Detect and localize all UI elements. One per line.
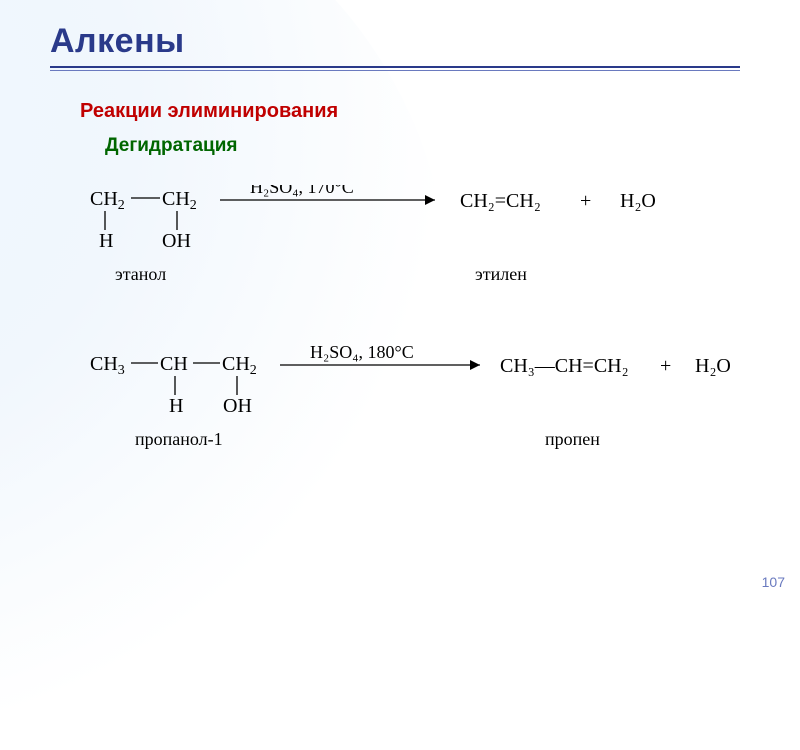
underline-thin	[50, 70, 740, 71]
subtitle: Реакции элиминирования	[80, 100, 338, 123]
reaction-2: CH3 CH CH2 H OH H₂SO₄, 180°C CH₃—CH=CH₂ …	[80, 340, 780, 466]
r1-reagent-label: этанол	[115, 264, 166, 284]
reaction-1: CH2 CH2 H OH H₂SO₄, 170°C CH₂=CH₂ + H₂O …	[80, 185, 720, 301]
r2-product-label: пропен	[545, 429, 600, 449]
r1-arrow-head	[425, 195, 435, 205]
r2-c1: CH3	[90, 353, 125, 378]
r1-product: CH₂=CH₂	[460, 190, 541, 212]
r2-reagent-label: пропанол-1	[135, 429, 223, 449]
page-title: Алкены	[50, 22, 185, 61]
r2-oh: OH	[223, 395, 252, 417]
r1-h: H	[99, 230, 113, 252]
r2-product: CH₃—CH=CH₂	[500, 355, 629, 377]
r1-c2: CH2	[162, 188, 197, 213]
underline-thick	[50, 66, 740, 68]
r2-plus: +	[660, 355, 671, 377]
page-number: 107	[762, 574, 785, 590]
r1-conditions: H₂SO₄, 170°C	[250, 185, 354, 197]
r2-conditions: H₂SO₄, 180°C	[310, 342, 414, 362]
r1-plus: +	[580, 190, 591, 212]
r1-product-label: этилен	[475, 264, 527, 284]
r2-h: H	[169, 395, 183, 417]
reaction-2-svg: CH3 CH CH2 H OH H₂SO₄, 180°C CH₃—CH=CH₂ …	[80, 340, 780, 460]
r1-oh: OH	[162, 230, 191, 252]
section-heading: Дегидратация	[105, 135, 237, 157]
r2-c3: CH2	[222, 353, 257, 378]
r1-byproduct: H₂O	[620, 190, 656, 212]
r2-arrow-head	[470, 360, 480, 370]
title-underline	[50, 66, 740, 72]
reaction-1-svg: CH2 CH2 H OH H₂SO₄, 170°C CH₂=CH₂ + H₂O …	[80, 185, 720, 295]
r2-c2: CH	[160, 353, 188, 375]
r2-byproduct: H₂O	[695, 355, 731, 377]
r1-c1: CH2	[90, 188, 125, 213]
